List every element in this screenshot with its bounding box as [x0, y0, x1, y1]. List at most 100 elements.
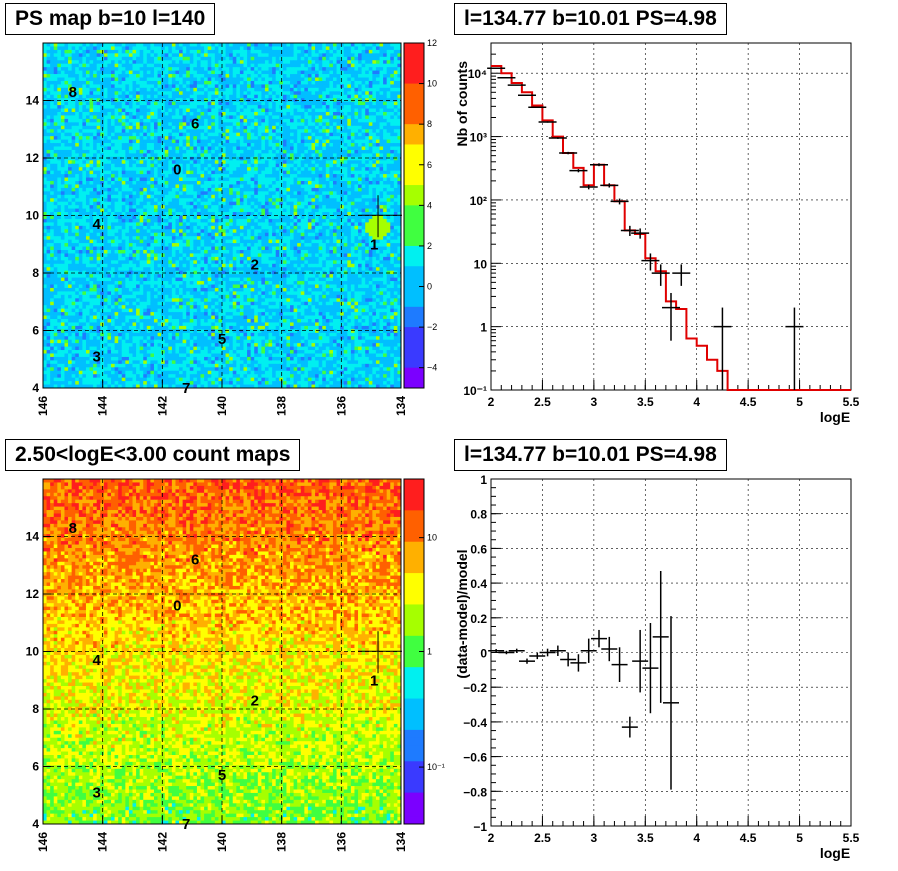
color-palette	[404, 479, 424, 825]
palette-tick-label: 4	[427, 200, 432, 210]
y-axis-label: Nb of counts	[454, 61, 470, 147]
y-tick-label: 0	[480, 647, 487, 661]
count-map-title: 2.50<logE<3.00 count maps	[5, 439, 301, 471]
x-tick-label: 134	[394, 832, 408, 852]
x-tick-label: 138	[275, 396, 289, 416]
y-tick-label: 4	[32, 817, 39, 831]
palette-tick-label: −4	[427, 363, 437, 373]
y-tick-label: 6	[32, 324, 39, 338]
y-tick-label: 10⁻¹	[463, 384, 487, 398]
y-tick-label: 10⁴	[468, 67, 487, 81]
x-tick-label: 144	[96, 832, 110, 852]
x-tick-label: 138	[275, 832, 289, 852]
x-tick-label: 5.5	[843, 831, 860, 845]
y-tick-label: 10	[26, 209, 40, 223]
y-tick-label: 1	[480, 473, 487, 487]
source-label: 6	[191, 552, 199, 569]
source-label: 7	[182, 816, 190, 833]
y-tick-label: −0.4	[463, 716, 487, 730]
y-tick-label: 8	[32, 266, 39, 280]
y-tick-label: 14	[26, 94, 40, 108]
x-tick-label: 3	[591, 395, 598, 409]
x-axis-label: logE	[820, 409, 850, 425]
y-tick-label: 10	[26, 645, 40, 659]
source-label: 1	[370, 236, 378, 253]
source-label: 0	[173, 598, 181, 615]
y-tick-label: −0.2	[463, 681, 487, 695]
x-tick-label: 4	[693, 831, 700, 845]
x-tick-label: 146	[36, 832, 50, 852]
palette-tick-label: 8	[427, 119, 432, 129]
x-tick-label: 2	[488, 395, 495, 409]
count_map-map	[43, 479, 402, 825]
y-tick-label: 12	[26, 151, 40, 165]
source-label: 4	[93, 652, 102, 669]
source-label: 0	[173, 162, 181, 179]
x-tick-label: 140	[215, 832, 229, 852]
y-tick-label: 8	[32, 702, 39, 716]
palette-tick-label: −2	[427, 322, 437, 332]
x-tick-label: 146	[36, 396, 50, 416]
y-tick-label: 10²	[470, 194, 487, 208]
x-tick-label: 2.5	[534, 395, 551, 409]
source-label: 4	[93, 216, 102, 233]
palette-frame	[403, 42, 425, 389]
y-axis-label: (data-model)/model	[454, 549, 470, 678]
y-tick-label: 12	[26, 587, 40, 601]
x-tick-label: 2	[488, 831, 495, 845]
palette-tick-label: 10⁻¹	[427, 762, 445, 772]
source-label: 1	[370, 672, 378, 689]
x-tick-label: 142	[155, 832, 169, 852]
x-tick-label: 5	[796, 395, 803, 409]
source-label: 3	[93, 348, 101, 365]
source-label: 3	[93, 784, 101, 801]
y-tick-label: 6	[32, 760, 39, 774]
y-tick-label: 0.2	[470, 612, 487, 626]
palette-tick-label: 1	[427, 647, 432, 657]
palette-tick-label: 10	[427, 533, 437, 543]
x-tick-label: 3.5	[637, 831, 654, 845]
y-tick-label: 10³	[470, 131, 487, 145]
x-tick-label: 3	[591, 831, 598, 845]
x-tick-label: 140	[215, 396, 229, 416]
y-tick-label: −0.8	[463, 785, 487, 799]
y-tick-label: −0.6	[463, 751, 487, 765]
palette-frame	[403, 478, 425, 825]
y-tick-label: −1	[473, 820, 487, 834]
x-tick-label: 144	[96, 396, 110, 416]
x-tick-label: 2.5	[534, 831, 551, 845]
y-tick-label: 0.4	[470, 577, 487, 591]
x-tick-label: 136	[334, 396, 348, 416]
y-tick-label: 10	[474, 257, 488, 271]
palette-tick-label: 6	[427, 160, 432, 170]
x-tick-label: 134	[394, 396, 408, 416]
source-label: 8	[69, 520, 77, 537]
x-tick-label: 136	[334, 832, 348, 852]
palette-tick-label: 12	[427, 38, 437, 48]
ps-map-title: PS map b=10 l=140	[5, 3, 216, 35]
x-tick-label: 4.5	[740, 831, 757, 845]
palette-tick-label: 2	[427, 241, 432, 251]
x-tick-label: 3.5	[637, 395, 654, 409]
source-label: 5	[218, 331, 226, 348]
residual-title: l=134.77 b=10.01 PS=4.98	[454, 439, 727, 471]
y-tick-label: 4	[32, 381, 39, 395]
source-label: 2	[251, 256, 259, 273]
plot-frame	[490, 42, 852, 391]
x-tick-label: 4	[693, 395, 700, 409]
model-histogram	[491, 65, 851, 391]
source-label: 5	[218, 767, 226, 784]
y-tick-label: 14	[26, 530, 40, 544]
y-tick-label: 0.6	[470, 542, 487, 556]
x-tick-label: 4.5	[740, 395, 757, 409]
source-label: 6	[191, 116, 199, 133]
source-label: 7	[182, 380, 190, 397]
x-tick-label: 5.5	[843, 395, 860, 409]
x-axis-label: logE	[820, 845, 850, 861]
spectrum-title: l=134.77 b=10.01 PS=4.98	[454, 3, 727, 35]
palette-tick-label: 0	[427, 282, 432, 292]
color-palette	[404, 43, 424, 389]
source-label: 2	[251, 692, 259, 709]
x-tick-label: 142	[155, 396, 169, 416]
palette-tick-label: 10	[427, 79, 437, 89]
